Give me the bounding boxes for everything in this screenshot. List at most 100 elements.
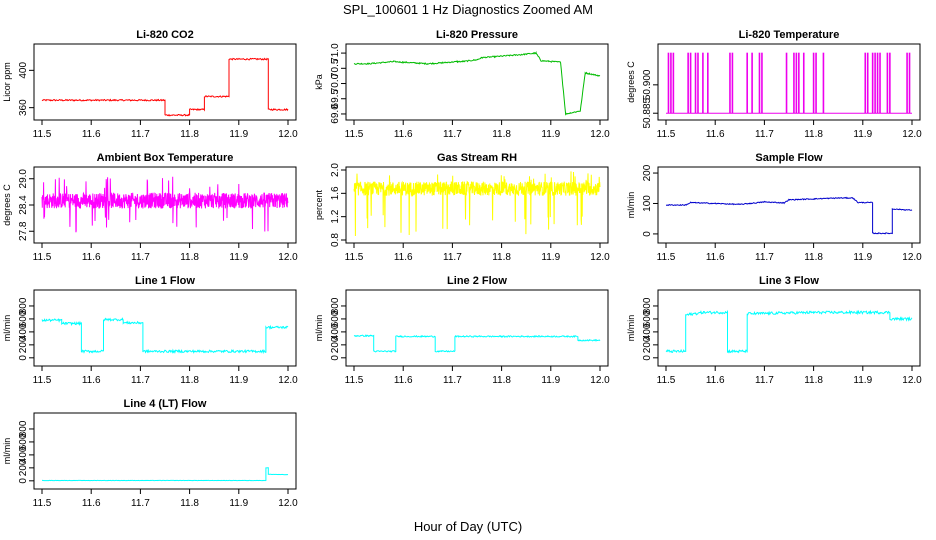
x-tick-label: 12.0 [278, 498, 298, 509]
series-rh [353, 171, 601, 237]
x-tick-label: 11.7 [131, 375, 150, 386]
spike-mark [729, 52, 731, 114]
plot-frame [345, 289, 609, 367]
x-tick-label: 11.7 [131, 498, 150, 509]
y-tick-label: 28.4 [18, 195, 29, 215]
y-tick-label: 100 [642, 195, 653, 212]
panel-temp: Li-820 Temperature degrees C 11.5 11.6 11.7 1… [626, 29, 922, 140]
x-tick-label: 11.9 [229, 252, 248, 263]
y-tick-label: 600 [642, 310, 653, 327]
spike-mark [731, 52, 734, 114]
panel-title: Sample Flow [755, 152, 823, 164]
x-tick-label: 11.5 [33, 129, 52, 140]
x-tick-label: 11.6 [394, 129, 413, 140]
x-tick-label: 11.5 [33, 252, 52, 263]
spike-mark [795, 52, 798, 114]
x-tick-label: 11.8 [180, 375, 199, 386]
series-line3 [665, 309, 913, 354]
x-tick-label: 11.8 [804, 375, 823, 386]
x-tick-label: 12.0 [590, 252, 610, 263]
panel-title: Line 1 Flow [135, 275, 195, 287]
y-axis-label: ml/min [626, 192, 636, 219]
spike-mark [874, 52, 876, 114]
plot-frame [345, 166, 609, 244]
data-line [353, 171, 601, 237]
spike-mark [694, 52, 697, 114]
y-tick-label: 400 [330, 323, 341, 340]
spike-mark [886, 52, 889, 114]
y-axis-label: ml/min [2, 438, 12, 465]
spike-mark [864, 52, 867, 114]
x-tick-label: 11.7 [443, 252, 462, 263]
spike-mark [761, 52, 763, 114]
spike-mark [687, 52, 689, 114]
spike-mark [707, 52, 709, 114]
y-axis-label: kPa [314, 74, 324, 90]
x-tick-label: 12.0 [590, 129, 610, 140]
y-tick-label: 200 [330, 336, 341, 353]
spike-mark [672, 52, 675, 114]
x-tick-label: 12.0 [278, 252, 298, 263]
x-tick-label: 12.0 [278, 129, 298, 140]
spike-mark [871, 52, 874, 114]
plot-frame [33, 43, 297, 121]
spike-mark [667, 52, 670, 114]
x-tick-label: 12.0 [590, 375, 610, 386]
x-tick-label: 11.8 [804, 252, 823, 263]
data-line [665, 309, 913, 354]
y-tick-label: 2.0 [330, 163, 341, 177]
data-line [41, 176, 289, 233]
series-temp [666, 52, 912, 114]
panel-title: Gas Stream RH [437, 152, 517, 164]
x-tick-label: 11.9 [541, 129, 560, 140]
x-tick-label: 11.5 [657, 375, 676, 386]
x-tick-label: 11.6 [82, 129, 101, 140]
y-axis-label: degrees C [626, 61, 636, 103]
plot-frame [657, 43, 921, 121]
spike-mark [798, 52, 800, 114]
series-co2 [41, 57, 289, 117]
x-tick-label: 11.6 [82, 375, 101, 386]
y-tick-label: 1.6 [330, 186, 341, 200]
x-tick-label: 12.0 [902, 375, 922, 386]
panels: Li-820 CO2 Licor ppm 11.5 11.6 11.7 11.8 11.9 1… [2, 29, 922, 509]
y-tick-label: 0 [330, 355, 341, 361]
x-tick-label: 11.9 [853, 375, 872, 386]
x-tick-label: 11.6 [706, 375, 725, 386]
y-tick-label: 800 [18, 297, 29, 314]
series-sample [665, 196, 913, 235]
series-pressure [353, 50, 601, 116]
x-tick-label: 11.9 [853, 252, 872, 263]
spike-mark [697, 52, 699, 114]
spike-mark [879, 52, 881, 114]
y-tick-label: 69.0 [330, 104, 341, 124]
figure-title: SPL_100601 1 Hz Diagnostics Zoomed AM [343, 2, 593, 17]
x-tick-label: 12.0 [902, 252, 922, 263]
data-line [353, 50, 601, 116]
panel-rh: Gas Stream RH percent 11.5 11.6 11.7 11.8 11.9… [314, 152, 610, 263]
y-tick-label: 200 [18, 459, 29, 476]
panel-title: Line 3 Flow [759, 275, 819, 287]
series-box [41, 176, 289, 233]
x-tick-label: 11.7 [755, 129, 774, 140]
plot-frame [345, 43, 609, 121]
spike-mark [908, 52, 911, 114]
x-tick-label: 11.5 [345, 252, 364, 263]
data-line [353, 334, 601, 353]
y-tick-label: 600 [330, 310, 341, 327]
data-line [41, 57, 289, 117]
x-tick-label: 11.9 [229, 375, 248, 386]
y-axis-label: ml/min [626, 315, 636, 342]
y-tick-label: 0 [642, 231, 653, 237]
x-tick-label: 11.9 [541, 375, 560, 386]
x-tick-label: 11.6 [82, 252, 101, 263]
y-tick-label: 200 [642, 336, 653, 353]
x-tick-label: 11.7 [131, 252, 150, 263]
plot-frame [657, 289, 921, 367]
y-axis-label: percent [314, 189, 324, 220]
spike-mark [889, 52, 891, 114]
spike-mark [876, 52, 879, 114]
series-line2 [353, 334, 601, 353]
x-tick-label: 11.6 [706, 129, 725, 140]
